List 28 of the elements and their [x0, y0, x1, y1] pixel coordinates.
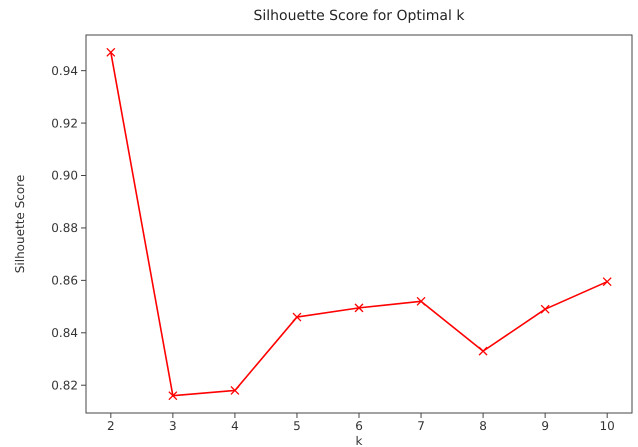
y-axis-title: Silhouette Score	[13, 174, 27, 274]
y-tick-label: 0.92	[51, 116, 78, 130]
y-tick-label: 0.86	[51, 274, 78, 288]
x-tick-label: 4	[231, 419, 239, 433]
point	[230, 386, 240, 396]
y-tick-label: 0.88	[51, 221, 78, 236]
y-tick-label: 0.94	[51, 64, 78, 78]
point	[168, 391, 178, 400]
x-tick-label: 6	[355, 419, 363, 433]
y-tick-label: 0.90	[51, 168, 78, 183]
y-tick-label: 0.82	[51, 378, 78, 392]
point	[106, 48, 116, 57]
point	[602, 277, 612, 286]
x-tick-label: 3	[169, 419, 177, 433]
point	[292, 312, 302, 322]
y-tick-label: 0.84	[51, 326, 78, 340]
x-tick-label: 8	[479, 419, 487, 433]
x-tick-label: 5	[293, 419, 301, 433]
x-axis-title: k	[356, 434, 363, 447]
x-tick-label: 10	[600, 419, 615, 433]
point	[540, 304, 550, 314]
point	[416, 296, 426, 306]
x-tick-label: 9	[541, 419, 549, 433]
point	[478, 346, 488, 356]
x-tick-label: 7	[417, 419, 425, 433]
chart-title: Silhouette Score for Optimal k	[254, 8, 466, 24]
x-tick-label: 2	[107, 419, 115, 433]
point	[354, 303, 364, 313]
